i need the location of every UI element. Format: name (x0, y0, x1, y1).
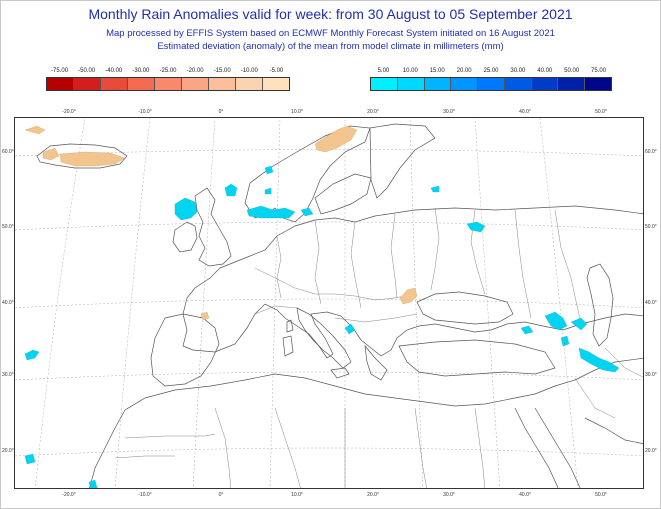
latitude-label: 60.0° (2, 149, 14, 155)
coastlines (36, 123, 643, 488)
longitude-labels-bottom: -20.0° -10.0° 0° 10.0° 20.0° 30.0° 40.0° 50.0° (14, 492, 644, 500)
legend-positive-swatch (451, 78, 479, 90)
legend-positive-label: 40.00 (537, 68, 553, 74)
legend-negative-swatch (263, 78, 289, 90)
map-subtitle-source: Map processed by EFFIS System based on E… (106, 28, 555, 39)
latitude-label: 20.0° (2, 448, 14, 454)
legend-negative-swatch (74, 78, 101, 90)
map-subtitle-description: Estimated deviation (anomaly) of the mea… (157, 41, 504, 52)
longitude-label: 10.0° (291, 109, 303, 115)
legend-negative-labels: -75.00 -50.00 -40.00 -30.00 -25.00 -20.00 -15.… (46, 68, 290, 77)
legend-negative-swatch (182, 78, 209, 90)
map-svg (15, 118, 643, 488)
legend-positive-label: 20.00 (456, 68, 472, 74)
longitude-label: 30.0° (443, 492, 455, 498)
legend-positive-label: 5.00 (377, 68, 390, 74)
legend-negative-label: -5.00 (269, 68, 284, 74)
longitude-labels-top: -20.0° -10.0° 0° 10.0° 20.0° 30.0° 40.0° 50.0° (14, 109, 644, 117)
legend-positive-swatch (585, 78, 612, 90)
latitude-label: 50.0° (645, 224, 657, 230)
longitude-label: -10.0° (138, 109, 152, 115)
legend-positive-swatch (397, 78, 425, 90)
legend-positive-bar (370, 77, 612, 91)
latitude-label: 40.0° (2, 300, 14, 306)
longitude-label: -20.0° (62, 492, 76, 498)
longitude-label: 50.0° (595, 492, 607, 498)
legend-negative-swatch (155, 78, 182, 90)
latitude-label: 40.0° (645, 300, 657, 306)
longitude-label: 40.0° (519, 492, 531, 498)
legend-positive: 5.00 10.00 15.00 20.00 25.00 30.00 40.00 50.00 7… (370, 68, 612, 94)
legend-positive-label: 50.00 (564, 68, 580, 74)
latitude-labels-left: 60.0° 50.0° 40.0° 30.0° 20.0° (2, 117, 16, 489)
legend-negative-swatch (236, 78, 263, 90)
longitude-label: 10.0° (291, 492, 303, 498)
latitude-label: 60.0° (645, 149, 657, 155)
longitude-label: 30.0° (443, 109, 455, 115)
legend-negative-label: -25.00 (159, 68, 177, 74)
graticule (15, 118, 643, 488)
longitude-label: 50.0° (595, 109, 607, 115)
longitude-label: 0° (218, 109, 224, 115)
longitude-label: -20.0° (62, 109, 76, 115)
legend-positive-label: 25.00 (483, 68, 499, 74)
legend-positive-swatch (478, 78, 505, 90)
longitude-label: 40.0° (519, 109, 531, 115)
legend-positive-swatch (504, 78, 532, 90)
legend-negative-label: -50.00 (78, 68, 96, 74)
legend-negative-bar (46, 77, 290, 91)
legend-positive-swatch (424, 78, 452, 90)
longitude-label: 20.0° (367, 492, 379, 498)
legend-negative-label: -10.00 (240, 68, 258, 74)
legend-positive-label: 15.00 (429, 68, 445, 74)
legend-negative-label: -30.00 (132, 68, 150, 74)
dry-anomaly-areas (24, 125, 418, 321)
map-title: Monthly Rain Anomalies valid for week: f… (88, 6, 573, 22)
legend-positive-swatch (531, 78, 559, 90)
legend-negative-label: -15.00 (213, 68, 231, 74)
legend-negative-label: -40.00 (105, 68, 123, 74)
legend-positive-swatch (558, 78, 586, 90)
legend-negative-label: -75.00 (51, 68, 69, 74)
wet-anomaly-areas (24, 165, 620, 488)
legend-positive-swatch (371, 78, 398, 90)
legend-negative-label: -20.00 (186, 68, 204, 74)
latitude-label: 20.0° (645, 448, 657, 454)
latitude-labels-right: 60.0° 50.0° 40.0° 30.0° 20.0° (645, 117, 659, 489)
latitude-label: 50.0° (2, 224, 14, 230)
longitude-label: -10.0° (138, 492, 152, 498)
legend-positive-label: 30.00 (510, 68, 526, 74)
longitude-label: 0° (218, 492, 224, 498)
legend-positive-labels: 5.00 10.00 15.00 20.00 25.00 30.00 40.00 50.00 7… (370, 68, 612, 77)
legend-negative-swatch (101, 78, 128, 90)
latitude-label: 30.0° (645, 372, 657, 378)
latitude-label: 30.0° (2, 372, 14, 378)
map-area[interactable] (14, 117, 644, 489)
legend-positive-label: 10.00 (402, 68, 418, 74)
longitude-label: 20.0° (367, 109, 379, 115)
legend-positive-label: 75.00 (591, 68, 607, 74)
legend-negative-swatch (128, 78, 155, 90)
legend-negative-swatch (47, 78, 74, 90)
legend-negative-swatch (209, 78, 236, 90)
legend-negative: -75.00 -50.00 -40.00 -30.00 -25.00 -20.00 -15.… (46, 68, 290, 94)
country-borders (114, 207, 643, 488)
